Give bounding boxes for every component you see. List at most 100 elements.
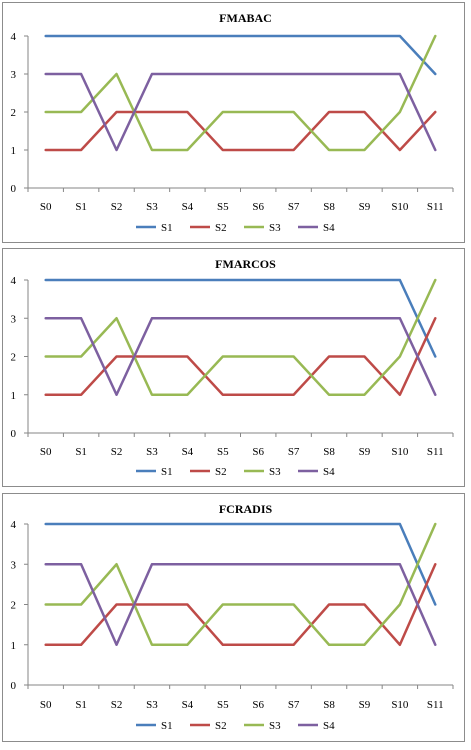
data-point-s4: [293, 317, 295, 319]
data-point-s4: [363, 73, 366, 75]
data-point-s1: [434, 355, 436, 358]
legend-label-s4: S4: [323, 466, 335, 478]
data-point-s1: [80, 523, 82, 525]
data-point-s2: [45, 644, 47, 646]
data-point-s1: [399, 279, 401, 281]
data-point-s2: [257, 149, 259, 151]
data-point-s1: [293, 279, 295, 281]
data-point-s2: [186, 355, 188, 358]
x-tick-label: S3: [146, 699, 158, 711]
x-tick-label: S8: [323, 699, 335, 711]
data-point-s4: [222, 317, 224, 319]
data-point-s2: [115, 111, 118, 113]
data-point-s4: [115, 149, 118, 151]
legend-label-s2: S2: [215, 466, 227, 478]
chart-fcradis: FCRADIS 0 1 2 3 4 S0 S1 S2 S3 S4 S5 S6 S7 S8 S9 S10 S11 S1…: [11, 502, 454, 732]
data-point-s1: [293, 523, 295, 525]
data-point-s2: [151, 603, 153, 606]
y-tick-label: 0: [11, 183, 17, 195]
data-point-s1: [257, 279, 259, 281]
chart-panel-3: FCRADIS 0 1 2 3 4 S0 S1 S2 S3 S4 S5 S6 S7 S8 S9 S10 S11 S1…: [2, 493, 465, 742]
data-point-s3: [328, 394, 330, 396]
x-tick-label: S11: [427, 446, 444, 458]
data-point-s3: [257, 603, 259, 606]
series-line-s2: [44, 563, 437, 646]
data-point-s2: [80, 644, 82, 646]
data-point-s2: [434, 563, 436, 565]
data-point-s4: [434, 394, 436, 396]
data-point-s3: [186, 149, 188, 151]
data-point-s2: [186, 603, 188, 606]
data-point-s1: [399, 35, 401, 37]
data-point-s4: [293, 563, 295, 565]
y-tick-label: 0: [11, 680, 17, 692]
data-point-s2: [363, 355, 366, 358]
data-point-s4: [186, 563, 188, 565]
chart-title: FMABAC: [219, 11, 272, 25]
series-line-s1: [44, 34, 437, 76]
data-point-s3: [293, 603, 295, 606]
series-line-s4: [44, 317, 437, 396]
data-point-s1: [151, 523, 153, 525]
x-tick-label: S10: [391, 446, 409, 458]
data-point-s2: [328, 603, 330, 606]
data-point-s3: [363, 394, 366, 396]
y-tick-label: 3: [11, 313, 17, 325]
chart-title: FCRADIS: [219, 502, 273, 516]
data-point-s3: [115, 317, 118, 319]
data-point-s3: [186, 394, 188, 396]
x-tick-label: S6: [252, 446, 264, 458]
data-point-s1: [222, 279, 224, 281]
data-point-s4: [328, 73, 330, 75]
legend-label-s2: S2: [215, 222, 227, 234]
data-point-s2: [399, 149, 401, 151]
x-tick-label: S10: [391, 699, 409, 711]
data-point-s2: [115, 603, 118, 606]
data-point-s4: [115, 644, 118, 646]
y-tick-label: 1: [11, 145, 17, 157]
series-line-s3: [44, 522, 437, 646]
x-tick-label: S5: [217, 446, 229, 458]
data-point-s4: [328, 563, 330, 565]
data-point-s2: [363, 603, 366, 606]
data-point-s3: [434, 35, 436, 37]
data-point-s1: [80, 279, 82, 281]
data-point-s2: [80, 149, 82, 151]
series-line-s1: [44, 522, 437, 606]
data-point-s4: [257, 73, 259, 75]
data-point-s2: [222, 644, 224, 646]
x-tick-label: S2: [111, 446, 123, 458]
x-tick-label: S7: [288, 446, 300, 458]
data-point-s4: [151, 563, 153, 565]
data-point-s4: [151, 73, 153, 75]
series-line-s2: [44, 110, 437, 152]
data-point-s4: [293, 73, 295, 75]
data-point-s1: [257, 35, 259, 37]
data-point-s1: [186, 35, 188, 37]
data-point-s3: [293, 355, 295, 358]
chart-panel-1: FMABAC 0 1 2 3 4 S0 S1 S2 S3 S4 S5 S6 S7 S8 S9 S10 S11 S1 S…: [2, 2, 465, 243]
series-line-s3: [44, 34, 437, 152]
y-tick-label: 3: [11, 69, 17, 81]
data-point-s1: [151, 279, 153, 281]
data-point-s4: [45, 73, 47, 75]
data-point-s2: [434, 317, 436, 319]
data-point-s4: [151, 317, 153, 319]
legend-label-s3: S3: [269, 222, 281, 234]
x-tick-label: S5: [217, 699, 229, 711]
data-point-s1: [45, 279, 47, 281]
x-tick-label: S1: [75, 699, 87, 711]
data-point-s3: [222, 355, 224, 358]
data-point-s3: [222, 603, 224, 606]
x-tick-label: S7: [288, 201, 300, 213]
data-point-s1: [222, 523, 224, 525]
data-point-s2: [293, 644, 295, 646]
y-tick-label: 2: [11, 107, 17, 119]
x-tick-label: S9: [359, 699, 371, 711]
data-point-s4: [363, 317, 366, 319]
data-point-s3: [399, 111, 401, 113]
y-tick-label: 2: [11, 352, 17, 364]
data-point-s4: [115, 394, 118, 396]
data-point-s3: [399, 355, 401, 358]
